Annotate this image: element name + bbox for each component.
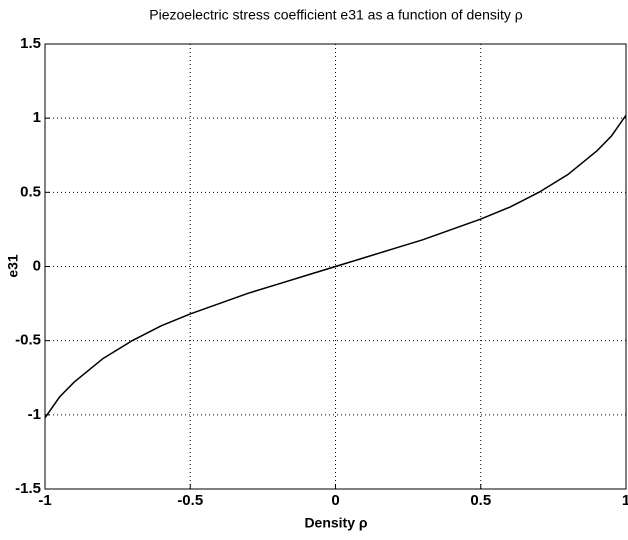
y-tick-label: -1 — [28, 406, 41, 423]
y-tick-label: 1.5 — [20, 35, 41, 52]
x-axis-label: Density ρ — [304, 515, 367, 531]
y-tick-label: 0.5 — [20, 183, 41, 200]
y-tick-label: 0 — [33, 257, 41, 274]
line — [44, 114, 627, 419]
y-axis-label: e31 — [5, 254, 21, 278]
x-tick-label: 0 — [331, 492, 339, 509]
x-tick-label: -0.5 — [177, 492, 203, 509]
y-tick-label: 1 — [33, 109, 41, 126]
x-tick-label: 1 — [622, 492, 628, 509]
y-tick-label: -1.5 — [15, 480, 41, 497]
y-tick-label: -0.5 — [15, 332, 41, 349]
chart-title: Piezoelectric stress coefficient e31 as … — [149, 7, 522, 23]
x-tick-label: 0.5 — [470, 492, 491, 509]
x-tick-label: -1 — [38, 492, 51, 509]
